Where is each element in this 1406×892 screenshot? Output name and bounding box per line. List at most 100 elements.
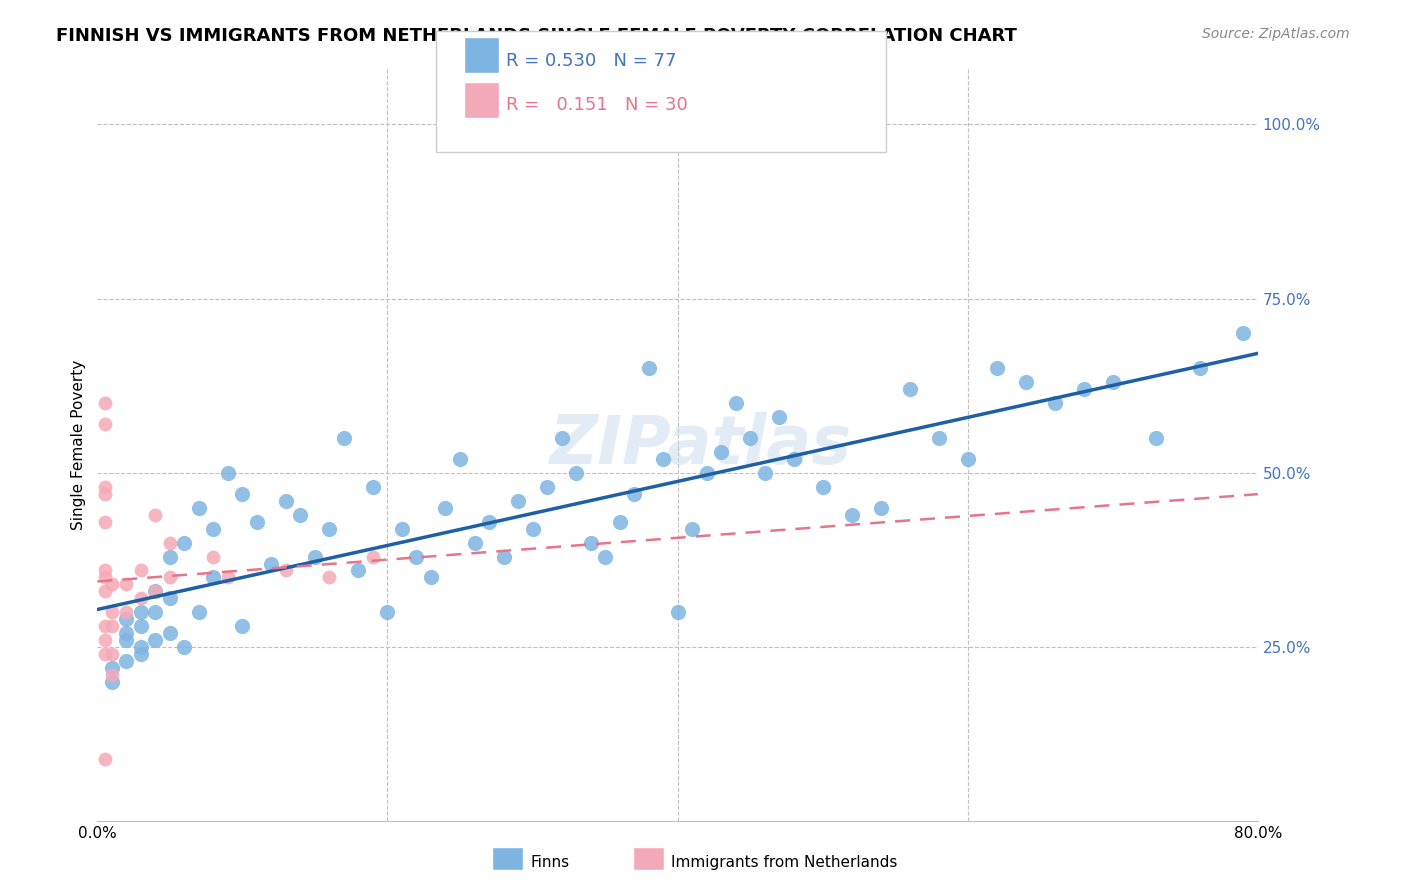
Point	[129, 564, 152, 578]
Point	[274, 564, 297, 578]
Point	[101, 605, 124, 619]
Point	[115, 633, 138, 648]
Point	[478, 515, 501, 529]
Point	[202, 522, 225, 536]
Point	[274, 493, 297, 508]
Text: Source: ZipAtlas.com: Source: ZipAtlas.com	[1202, 27, 1350, 41]
Point	[724, 396, 747, 410]
Point	[231, 487, 253, 501]
Text: ZIPatlas: ZIPatlas	[550, 412, 852, 478]
Point	[217, 466, 239, 480]
Point	[318, 522, 340, 536]
Point	[129, 640, 152, 655]
Point	[869, 500, 891, 515]
Point	[101, 661, 124, 675]
Point	[434, 500, 457, 515]
Point	[1188, 361, 1211, 376]
Point	[202, 570, 225, 584]
Point	[101, 668, 124, 682]
Point	[187, 500, 209, 515]
Point	[93, 752, 115, 766]
Point	[290, 508, 312, 522]
Text: R = 0.530   N = 77: R = 0.530 N = 77	[506, 52, 676, 70]
Point	[986, 361, 1008, 376]
Point	[710, 445, 733, 459]
Point	[956, 451, 979, 466]
Point	[246, 515, 269, 529]
Point	[217, 570, 239, 584]
Point	[202, 549, 225, 564]
Point	[550, 431, 572, 445]
Point	[173, 535, 195, 549]
Point	[187, 605, 209, 619]
Point	[609, 515, 631, 529]
Point	[318, 570, 340, 584]
Text: Finns: Finns	[530, 855, 569, 870]
Point	[449, 451, 471, 466]
Point	[361, 480, 384, 494]
Point	[93, 633, 115, 648]
Point	[463, 535, 485, 549]
Point	[93, 570, 115, 584]
Point	[333, 431, 356, 445]
Point	[159, 535, 181, 549]
Point	[115, 612, 138, 626]
Point	[115, 577, 138, 591]
Point	[173, 640, 195, 655]
Text: Immigrants from Netherlands: Immigrants from Netherlands	[671, 855, 897, 870]
Point	[391, 522, 413, 536]
Point	[145, 584, 167, 599]
Point	[260, 557, 283, 571]
Point	[681, 522, 703, 536]
Point	[928, 431, 950, 445]
Point	[93, 647, 115, 661]
Point	[522, 522, 544, 536]
Point	[377, 605, 399, 619]
Point	[101, 619, 124, 633]
Point	[159, 549, 181, 564]
Point	[1015, 376, 1038, 390]
Point	[782, 451, 804, 466]
Point	[1043, 396, 1066, 410]
Point	[811, 480, 834, 494]
Point	[93, 396, 115, 410]
Point	[101, 675, 124, 690]
Y-axis label: Single Female Poverty: Single Female Poverty	[72, 359, 86, 530]
Point	[304, 549, 326, 564]
Point	[740, 431, 762, 445]
Point	[652, 451, 675, 466]
Point	[666, 605, 689, 619]
Point	[93, 584, 115, 599]
Point	[536, 480, 558, 494]
Point	[898, 382, 921, 396]
Point	[623, 487, 645, 501]
Point	[637, 361, 659, 376]
Point	[159, 626, 181, 640]
Point	[841, 508, 863, 522]
Point	[768, 410, 790, 425]
Point	[115, 626, 138, 640]
Point	[696, 466, 718, 480]
Point	[1101, 376, 1123, 390]
Point	[159, 591, 181, 606]
Point	[93, 564, 115, 578]
Point	[93, 487, 115, 501]
Text: R =   0.151   N = 30: R = 0.151 N = 30	[506, 96, 688, 114]
Point	[579, 535, 602, 549]
Point	[1232, 326, 1254, 341]
Point	[361, 549, 384, 564]
Point	[93, 480, 115, 494]
Point	[1073, 382, 1095, 396]
Point	[754, 466, 776, 480]
Point	[129, 591, 152, 606]
Point	[93, 515, 115, 529]
Point	[492, 549, 515, 564]
Point	[145, 605, 167, 619]
Text: FINNISH VS IMMIGRANTS FROM NETHERLANDS SINGLE FEMALE POVERTY CORRELATION CHART: FINNISH VS IMMIGRANTS FROM NETHERLANDS S…	[56, 27, 1017, 45]
Point	[231, 619, 253, 633]
Point	[145, 508, 167, 522]
Point	[129, 605, 152, 619]
Point	[145, 584, 167, 599]
Point	[565, 466, 588, 480]
Point	[1144, 431, 1167, 445]
